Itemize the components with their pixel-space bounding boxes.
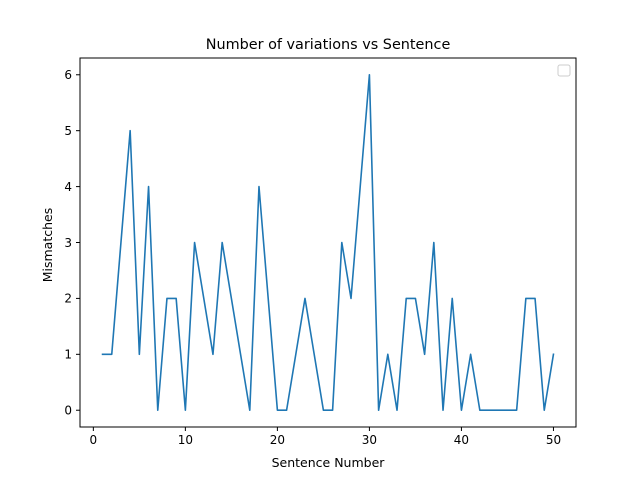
legend-box xyxy=(557,64,571,77)
y-tick-label: 0 xyxy=(64,404,72,418)
x-tick-label: 0 xyxy=(90,433,98,447)
x-axis-label: Sentence Number xyxy=(272,455,386,470)
series-line-0 xyxy=(101,73,555,412)
y-tick-label: 6 xyxy=(64,68,72,82)
x-tick-label: 50 xyxy=(546,433,561,447)
x-tick-label: 40 xyxy=(454,433,469,447)
plot-area xyxy=(80,58,576,427)
y-tick-label: 4 xyxy=(64,180,72,194)
y-tick-label: 3 xyxy=(64,236,72,250)
y-tick-label: 1 xyxy=(64,348,72,362)
y-tick-label: 5 xyxy=(64,124,72,138)
axes-frame xyxy=(79,57,577,428)
y-tick-label: 2 xyxy=(64,292,72,306)
y-axis-label: Mismatches xyxy=(40,208,55,283)
x-tick-label: 10 xyxy=(178,433,193,447)
x-tick-label: 20 xyxy=(270,433,285,447)
x-tick-label: 30 xyxy=(362,433,377,447)
chart-title: Number of variations vs Sentence xyxy=(206,37,451,53)
